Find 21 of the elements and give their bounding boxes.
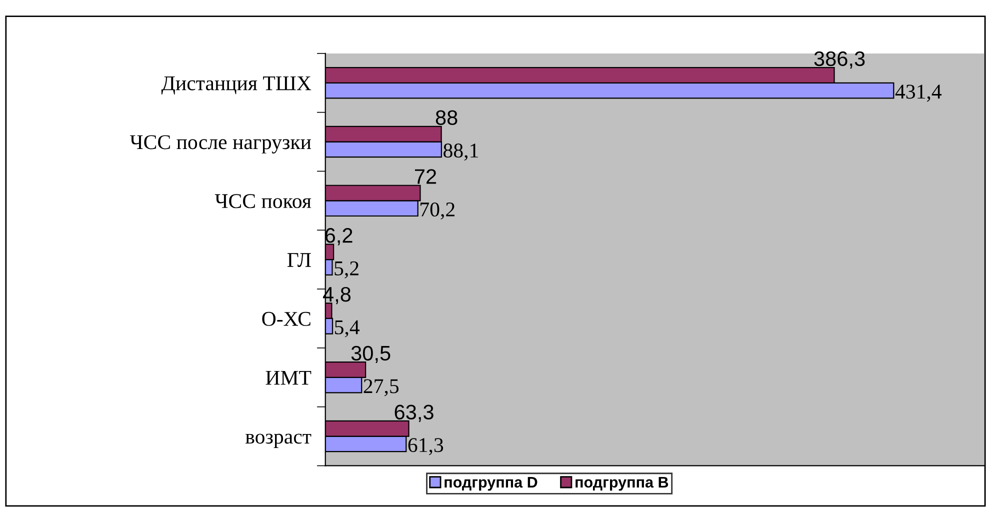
y-tick-label: ИМТ <box>266 370 312 385</box>
data-label: 431,4 <box>895 84 942 102</box>
data-label: 5,4 <box>335 320 360 338</box>
data-label: 88,1 <box>444 144 478 161</box>
y-tick-label: ГЛ <box>287 253 311 268</box>
data-label: 63,3 <box>394 404 434 422</box>
data-label: 30,5 <box>351 346 390 364</box>
data-label: 88 <box>436 110 458 126</box>
data-label: 72 <box>414 169 436 184</box>
y-tick-label: ЧСС покоя <box>214 194 312 208</box>
data-label: 5,2 <box>334 261 358 278</box>
y-tick-label: О-ХС <box>262 312 310 326</box>
legend-label: подгруппа B <box>576 476 668 491</box>
legend-label: подгруппа D <box>444 476 538 491</box>
data-label: 27,5 <box>364 379 399 396</box>
data-label: 70,2 <box>420 202 454 220</box>
y-tick-label: Дистанция ТШХ <box>161 76 312 95</box>
y-tick-label: возраст <box>246 434 312 448</box>
data-label: 61,3 <box>408 438 444 456</box>
y-tick-label: ЧСС после нагрузки <box>130 135 311 154</box>
data-label: 386,3 <box>814 51 865 69</box>
